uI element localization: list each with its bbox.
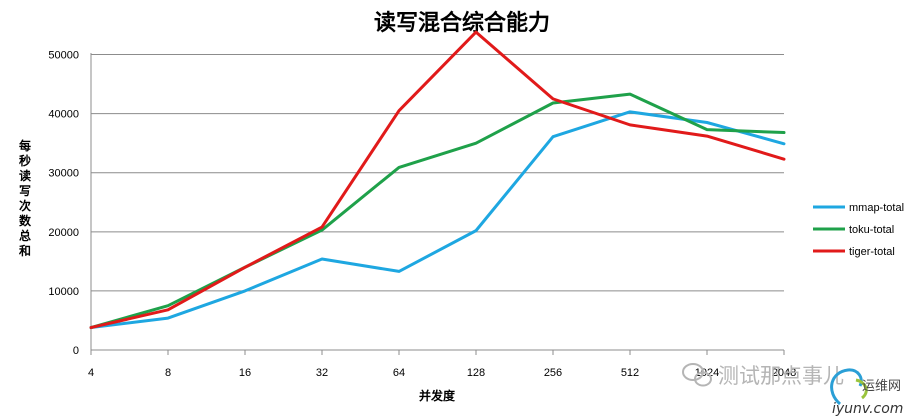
y-axis-label-char: 总 [19, 228, 31, 243]
y-axis-label-char: 秒 [19, 153, 31, 168]
y-tick-label: 40000 [48, 109, 79, 121]
wechat-icon [682, 363, 712, 387]
gridlines [91, 54, 784, 292]
y-axis-label-char: 每 [19, 138, 31, 153]
x-axis-label: 并发度 [419, 388, 456, 403]
x-tick-label: 128 [467, 367, 485, 379]
y-tick-label: 10000 [48, 286, 79, 298]
x-tick-label: 4 [88, 367, 94, 379]
x-tick-label: 256 [544, 367, 562, 379]
x-tick-label: 8 [165, 367, 171, 379]
site-logo-icon [830, 368, 868, 406]
y-axis-label-char: 次 [19, 198, 31, 213]
x-tick-label: 64 [393, 367, 405, 379]
y-axis-label-char: 数 [19, 213, 32, 228]
legend-label-mmap-total: mmap-total [849, 202, 904, 214]
series-line-mmap-total [89, 110, 786, 330]
y-tick-label: 0 [73, 345, 79, 357]
y-tick-label: 50000 [48, 50, 79, 62]
axes [90, 53, 785, 355]
x-tick-label: 512 [621, 367, 639, 379]
chart-title: 读写混合综合能力 [374, 10, 550, 36]
y-tick-label: 30000 [48, 168, 79, 180]
series-line-toku-total [89, 92, 786, 330]
site-url: iyunv.com [832, 401, 903, 417]
x-tick-label: 16 [239, 367, 251, 379]
y-axis-label-char: 读 [19, 168, 31, 183]
y-axis-label-char: 和 [18, 243, 31, 258]
x-tick-labels: 4 8 16 32 64 128 256 512 1024 2048 [88, 367, 796, 379]
y-tick-label: 20000 [48, 227, 79, 239]
watermark-text: 测试那点事儿 [718, 364, 844, 388]
series-lines [89, 30, 786, 330]
y-axis-label-char: 写 [19, 184, 31, 198]
x-tick-label: 32 [316, 367, 328, 379]
y-tick-labels: 0 10000 20000 30000 40000 50000 [48, 50, 79, 357]
legend-label-tiger-total: tiger-total [849, 246, 895, 258]
legend-label-toku-total: toku-total [849, 224, 894, 236]
watermark: 测试那点事儿 运维网 iyunv.com [682, 363, 903, 417]
site-name: 运维网 [862, 379, 901, 394]
x-tick-label: 2048 [772, 367, 796, 379]
legend: mmap-total toku-total tiger-total [813, 202, 904, 258]
series-line-tiger-total [89, 30, 786, 330]
